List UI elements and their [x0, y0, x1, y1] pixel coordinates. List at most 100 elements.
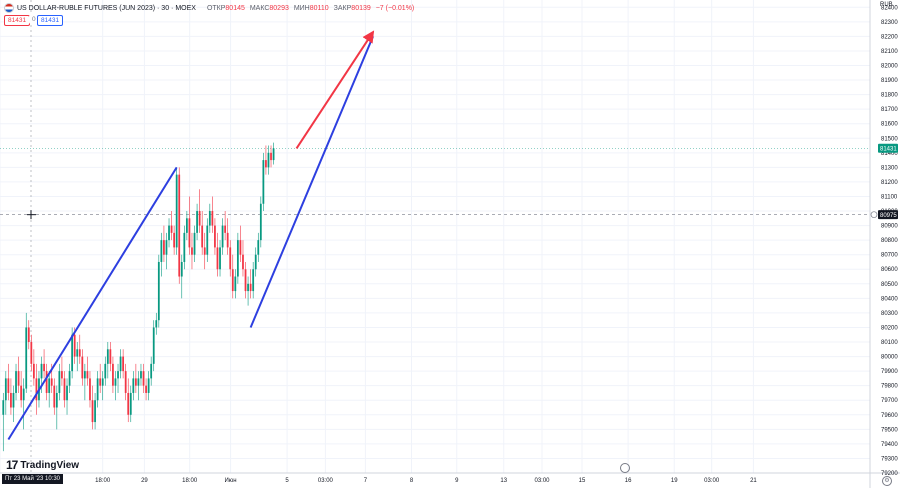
sell-price-box[interactable]: 81431	[4, 15, 31, 26]
tradingview-wordmark: TradingView	[20, 459, 80, 471]
candle-body	[96, 378, 99, 401]
candle-body	[183, 232, 186, 262]
candle-body	[81, 356, 84, 379]
price-tick-label: 79400	[881, 442, 898, 448]
price-tick-label: 80200	[881, 325, 898, 331]
price-tick-label: 80500	[881, 282, 898, 288]
candle-body	[229, 247, 232, 270]
spread-value: 0	[29, 15, 39, 24]
price-tick-label: 79500	[881, 427, 898, 433]
candle-body	[147, 378, 150, 393]
time-tick-label: 16	[625, 478, 632, 484]
price-tick-label: 82100	[881, 49, 898, 55]
candle-body	[196, 211, 198, 233]
candle-body	[22, 388, 25, 401]
candle-body	[48, 378, 51, 393]
candle-body	[127, 392, 130, 415]
settings-gear-icon[interactable]: ⚙	[882, 476, 892, 486]
candle-body	[252, 269, 255, 292]
candle-body	[12, 392, 15, 408]
candle-body	[224, 225, 227, 233]
time-tick-label: 5	[285, 478, 289, 484]
candle-body	[257, 240, 260, 255]
candle-body	[114, 378, 117, 386]
change-value: −7 (−0.01%)	[375, 4, 415, 12]
candle-body	[267, 152, 270, 168]
time-tick-label: 9	[455, 478, 459, 484]
time-tick-label: 03:00	[535, 478, 551, 484]
price-tick-label: 80000	[881, 355, 898, 361]
candle-body	[101, 378, 104, 386]
candle-body	[109, 349, 112, 364]
add-alert-icon[interactable]	[870, 211, 878, 219]
candle-body	[226, 232, 229, 248]
candle-body	[145, 385, 147, 393]
candle-body	[89, 378, 91, 401]
low-label: МИН	[293, 4, 310, 12]
candle-body	[17, 371, 20, 386]
candle-body	[191, 247, 193, 255]
candle-body	[198, 211, 201, 226]
price-tick-label: 79300	[881, 456, 898, 462]
time-tick-label: 21	[750, 478, 757, 484]
candle-body	[216, 247, 219, 270]
candle-body	[236, 240, 239, 277]
candle-body	[117, 371, 119, 379]
price-tick-label: 81600	[881, 122, 898, 128]
price-tick-label: 79800	[881, 384, 898, 390]
target-arrow[interactable]	[295, 30, 375, 149]
candle-body	[122, 356, 125, 372]
price-tick-label: 79600	[881, 413, 898, 419]
candle-body	[157, 261, 160, 321]
candle-body	[4, 378, 7, 401]
open-value: 80145	[225, 4, 245, 12]
candle-body	[165, 240, 168, 255]
candle-body	[150, 363, 153, 379]
low-value: 80110	[309, 4, 329, 12]
trend-line-2[interactable]	[249, 35, 374, 328]
buy-price-box[interactable]: 81431	[37, 15, 64, 26]
candle-body	[99, 378, 102, 386]
currency-unit-label[interactable]: RUB	[880, 2, 893, 8]
high-label: МАКС	[249, 4, 270, 12]
candle-body	[152, 327, 155, 364]
ohlc-legend: ОТКР80145 МАКС80293 МИН80110 ЗАКР80139 −…	[204, 5, 414, 12]
candle-body	[140, 371, 142, 379]
candle-body	[27, 327, 30, 343]
candle-body	[163, 240, 165, 255]
candle-body	[86, 371, 89, 379]
candle-body	[71, 334, 74, 372]
candle-body	[7, 378, 10, 393]
price-tick-label: 81300	[881, 165, 898, 171]
candle-body	[134, 378, 137, 386]
candle-body	[201, 225, 204, 248]
time-tick-label: 29	[141, 478, 148, 484]
candle-body	[58, 371, 61, 393]
candle-body	[50, 378, 53, 386]
time-tick-label: 18:00	[182, 478, 198, 484]
price-tick-label: 80900	[881, 224, 898, 230]
candle-body	[91, 400, 94, 423]
tradingview-logo[interactable]: 17 TradingView	[6, 458, 79, 472]
time-tick-label: 18:00	[95, 478, 111, 484]
candle-body	[106, 349, 109, 364]
symbol-title[interactable]: US DOLLAR-RUBLE FUTURES (JUN 2023) · 30 …	[17, 4, 196, 12]
candle-body	[53, 385, 56, 408]
candle-body	[180, 261, 183, 277]
candle-body	[185, 218, 188, 233]
price-tick-label: 82000	[881, 63, 898, 69]
price-tick-label: 80100	[881, 340, 898, 346]
trend-line-1[interactable]	[7, 166, 178, 441]
candle-body	[119, 356, 122, 372]
clock-icon[interactable]	[620, 463, 630, 473]
candle-body	[129, 392, 132, 415]
candle-body	[242, 254, 244, 270]
price-tick-label: 80800	[881, 238, 898, 244]
price-tick-label: 81400	[881, 151, 898, 157]
price-tick-label: 81700	[881, 107, 898, 113]
candle-body	[206, 225, 209, 255]
price-tick-label: 82400	[881, 5, 898, 11]
candle-body	[173, 232, 176, 248]
